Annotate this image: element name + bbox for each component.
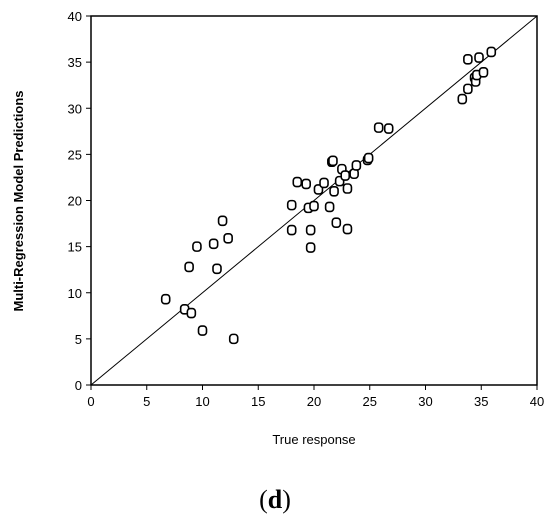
- data-point: [305, 242, 316, 253]
- data-point: [463, 54, 473, 65]
- identity-reference-line: [90, 15, 538, 386]
- caption-letter: d: [268, 485, 283, 514]
- x-tick-label: 40: [530, 394, 544, 409]
- data-point: [286, 199, 297, 211]
- data-point: [212, 263, 222, 275]
- axis-ticks-group: 0 5 10 15 20 25 30 35 40 0 5 10 15 20 25 30 35 40: [68, 9, 545, 409]
- data-point: [342, 183, 353, 194]
- data-point: [351, 160, 362, 171]
- data-point: [217, 215, 228, 227]
- x-tick-label: 5: [143, 394, 150, 409]
- y-tick-label: 5: [75, 332, 82, 347]
- data-point: [331, 217, 342, 228]
- data-points-group: [160, 46, 497, 345]
- x-axis-label: True response: [272, 432, 355, 447]
- x-tick-label: 30: [418, 394, 432, 409]
- x-tick-label: 35: [474, 394, 488, 409]
- data-point: [363, 152, 374, 164]
- x-tick-label: 0: [87, 394, 94, 409]
- data-point: [457, 93, 468, 105]
- data-point: [292, 176, 303, 188]
- reference-line-group: [90, 15, 538, 386]
- data-point: [309, 200, 319, 212]
- data-point: [486, 46, 497, 58]
- data-point: [328, 155, 338, 167]
- y-tick-label: 10: [68, 286, 82, 301]
- data-point: [192, 241, 202, 252]
- y-tick-label: 20: [68, 194, 82, 209]
- data-point: [383, 123, 394, 134]
- data-point: [319, 177, 329, 189]
- data-point: [463, 83, 473, 95]
- data-point: [228, 333, 239, 345]
- x-tick-label: 15: [251, 394, 265, 409]
- data-point: [223, 233, 233, 244]
- data-point: [305, 224, 316, 236]
- data-point: [197, 325, 208, 336]
- data-point: [160, 293, 171, 305]
- y-tick-label: 15: [68, 240, 82, 255]
- y-tick-label: 25: [68, 147, 82, 162]
- x-tick-label: 25: [363, 394, 377, 409]
- y-tick-label: 40: [68, 9, 82, 24]
- y-tick-label: 30: [68, 101, 82, 116]
- y-tick-label: 35: [68, 55, 82, 70]
- data-point: [478, 66, 489, 78]
- data-point: [208, 238, 219, 250]
- data-point: [342, 223, 353, 235]
- caption-open-paren: (: [259, 485, 268, 514]
- x-tick-label: 20: [307, 394, 321, 409]
- y-axis-label: Multi-Regression Model Predictions: [11, 90, 26, 311]
- data-point: [373, 122, 384, 133]
- data-point: [186, 307, 197, 319]
- data-point: [474, 52, 484, 63]
- data-point: [324, 201, 335, 213]
- x-tick-label: 10: [195, 394, 209, 409]
- data-point: [340, 170, 351, 181]
- panel-caption: (d): [259, 485, 291, 514]
- data-point: [329, 185, 339, 197]
- caption-close-paren: ): [282, 485, 291, 514]
- data-point: [286, 224, 297, 236]
- y-tick-label: 0: [75, 378, 82, 393]
- data-point: [184, 261, 194, 273]
- data-point: [301, 178, 311, 190]
